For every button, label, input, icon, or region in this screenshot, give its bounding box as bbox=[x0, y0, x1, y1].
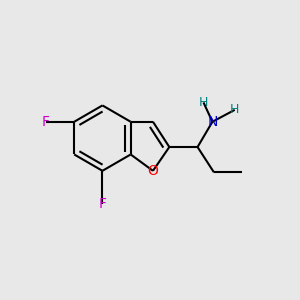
Text: F: F bbox=[42, 115, 50, 129]
Text: F: F bbox=[98, 196, 106, 211]
Text: H: H bbox=[199, 96, 208, 109]
Text: H: H bbox=[230, 103, 239, 116]
Text: O: O bbox=[148, 164, 158, 178]
Text: N: N bbox=[207, 115, 218, 129]
